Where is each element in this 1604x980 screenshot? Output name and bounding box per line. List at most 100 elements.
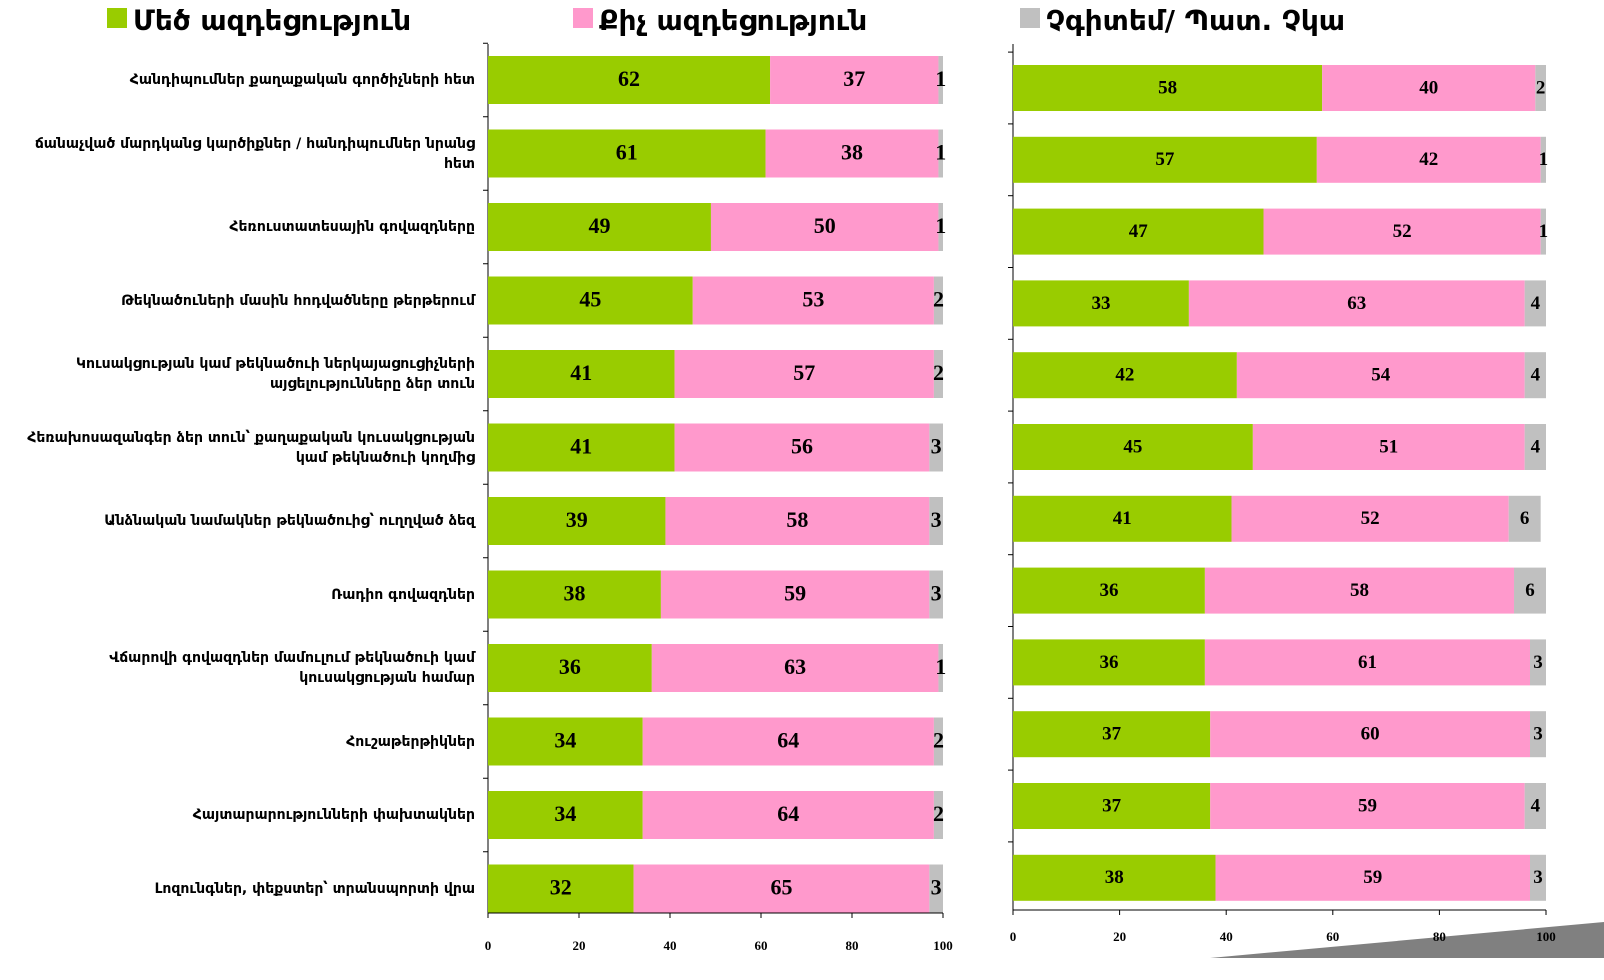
- data-label: 45: [579, 287, 601, 312]
- decoration: [1210, 922, 1604, 958]
- data-label: 3: [931, 507, 942, 532]
- bar-segment: [929, 570, 943, 619]
- data-label: 45: [1123, 436, 1142, 457]
- bar-segment: [929, 423, 943, 472]
- legend-label: Մեծ ազդեցություն: [133, 4, 412, 37]
- bar-segment: [938, 644, 943, 692]
- bar-segment: [674, 423, 930, 472]
- bar-segment: [765, 129, 939, 178]
- data-label: 1: [935, 66, 946, 91]
- category-label: Կուսակցության կամ թեկնածուի ներկայացուցի…: [75, 356, 475, 392]
- data-label: 63: [1347, 293, 1366, 314]
- bar-segment: [660, 570, 930, 619]
- bar-segment: [1188, 280, 1525, 327]
- data-label: 61: [1358, 652, 1377, 673]
- category-label: Ռադիո գովազդներ: [331, 586, 475, 603]
- data-label: 1: [935, 213, 946, 238]
- data-label: 42: [1115, 365, 1134, 386]
- data-label: 3: [931, 434, 942, 459]
- bar-segment: [929, 497, 943, 545]
- data-label: 39: [566, 507, 588, 532]
- data-label: 40: [1419, 77, 1438, 98]
- bar-segment: [1013, 783, 1211, 829]
- data-label: 36: [1099, 580, 1118, 601]
- bar-segment: [933, 350, 943, 398]
- bar-segment: [488, 203, 711, 251]
- data-label: 36: [1099, 652, 1118, 673]
- bar-segment: [1524, 424, 1546, 470]
- data-label: 56: [791, 434, 813, 459]
- data-label: 1: [935, 140, 946, 165]
- data-label: 32: [550, 875, 572, 900]
- bar-segment: [1524, 280, 1546, 327]
- data-label: 65: [770, 875, 792, 900]
- data-label: 1: [1539, 149, 1549, 170]
- data-label: 3: [931, 875, 942, 900]
- bar-segment: [1252, 424, 1525, 470]
- data-label: 58: [1350, 580, 1369, 601]
- bar-segment: [1210, 711, 1531, 758]
- bar-segment: [1524, 352, 1546, 399]
- bar-segment: [1236, 352, 1525, 399]
- data-label: 3: [1533, 867, 1543, 888]
- bar-segment: [1535, 65, 1546, 111]
- bar-segment: [488, 864, 634, 913]
- bar-segment: [488, 423, 675, 472]
- bar-segment: [1013, 424, 1253, 470]
- bar-segment: [488, 644, 652, 692]
- data-label: 52: [1361, 508, 1380, 529]
- legend-swatch: [1020, 8, 1040, 28]
- bar-segment: [1013, 136, 1317, 183]
- bar-segment: [1013, 208, 1264, 255]
- bar-segment: [933, 276, 943, 325]
- data-label: 2: [933, 360, 944, 385]
- bar-segment: [1013, 65, 1323, 111]
- data-label: 38: [1105, 867, 1124, 888]
- x-tick-label: 20: [1113, 929, 1126, 944]
- data-label: 2: [933, 728, 944, 753]
- x-tick-label: 60: [755, 938, 768, 953]
- bar-segment: [1013, 711, 1211, 758]
- data-label: 4: [1531, 436, 1541, 457]
- bar-segment: [488, 276, 693, 325]
- legend-label: Քիչ ազդեցություն: [599, 4, 868, 37]
- data-label: 54: [1371, 365, 1391, 386]
- data-label: 33: [1091, 293, 1110, 314]
- category-label: Լոզունգներ, փեքստեր՝ տրանսպորտի վրա: [154, 880, 475, 897]
- bar-segment: [665, 497, 930, 545]
- bar-segment: [770, 56, 939, 104]
- data-label: 63: [784, 654, 806, 679]
- bar-segment: [488, 350, 675, 398]
- data-label: 62: [618, 66, 640, 91]
- bar-segment: [1530, 711, 1546, 758]
- data-label: 41: [570, 434, 592, 459]
- category-label: Հեռուստատեսային գովազդները: [229, 219, 475, 235]
- bar-segment: [1540, 208, 1546, 255]
- bar-segment: [488, 497, 666, 545]
- data-label: 37: [843, 66, 865, 91]
- data-label: 57: [1155, 149, 1175, 170]
- data-label: 38: [841, 140, 863, 165]
- data-label: 6: [1520, 508, 1530, 529]
- bar-segment: [710, 203, 939, 251]
- data-label: 4: [1531, 365, 1541, 386]
- bar-segment: [933, 791, 943, 839]
- data-label: 3: [1533, 652, 1543, 673]
- data-label: 64: [777, 728, 799, 753]
- category-label: Հուշաթերթիկներ: [346, 733, 475, 750]
- bar-segment: [488, 129, 766, 178]
- data-label: 1: [935, 654, 946, 679]
- bar-segment: [674, 350, 934, 398]
- x-tick-label: 80: [1433, 929, 1446, 944]
- bar-segment: [1231, 495, 1509, 542]
- data-label: 57: [793, 360, 815, 385]
- data-label: 34: [554, 728, 576, 753]
- data-label: 47: [1129, 221, 1149, 242]
- x-tick-label: 40: [1220, 929, 1233, 944]
- category-label: Վճարովի գովազդներ մամուլում թեկնածուի կա…: [109, 650, 475, 686]
- legend-item: Մեծ ազդեցություն: [107, 4, 411, 37]
- bar-segment: [1514, 567, 1546, 614]
- bar-segment: [1530, 854, 1546, 901]
- data-label: 1: [1539, 221, 1549, 242]
